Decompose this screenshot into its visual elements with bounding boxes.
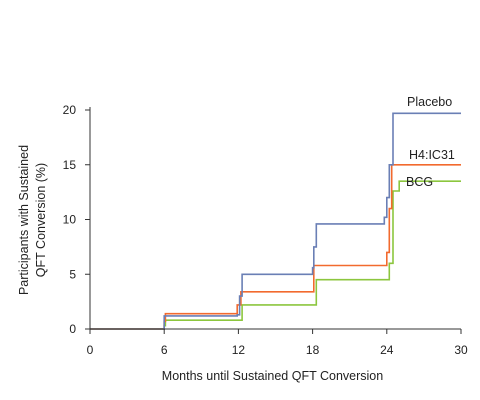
y-tick-label: 10 [63, 213, 77, 227]
y-tick-label: 15 [63, 158, 77, 172]
x-axis-title: Months until Sustained QFT Conversion [162, 369, 383, 383]
legend-labels: Placebo H4:IC31 BCG [406, 95, 455, 189]
series-label-bcg: BCG [406, 175, 433, 189]
x-tick-label: 24 [380, 343, 394, 357]
series-line-h4-ic31 [90, 164, 461, 330]
y-tick-label: 20 [63, 103, 77, 117]
y-axis-title-line: QFT Conversion (%) [34, 163, 48, 277]
x-tick-label: 30 [454, 343, 468, 357]
series-layer [90, 112, 461, 330]
series-label-h4-ic31: H4:IC31 [409, 148, 455, 162]
x-tick-label: 18 [306, 343, 320, 357]
axes: 0 5 10 15 20 0 6 12 18 24 30 Months until Sustained… [17, 103, 468, 383]
x-tick-label: 6 [161, 343, 168, 357]
y-tick-label: 5 [69, 267, 76, 281]
y-tick-label: 0 [69, 322, 76, 336]
x-tick-label: 12 [232, 343, 246, 357]
y-axis-title-line: Participants with Sustained [17, 145, 31, 295]
series-line-placebo [90, 112, 461, 330]
series-line-bcg [90, 180, 461, 330]
series-label-placebo: Placebo [407, 95, 452, 109]
x-tick-label: 0 [87, 343, 94, 357]
y-axis-title: Participants with Sustained QFT Conversio… [17, 145, 48, 295]
